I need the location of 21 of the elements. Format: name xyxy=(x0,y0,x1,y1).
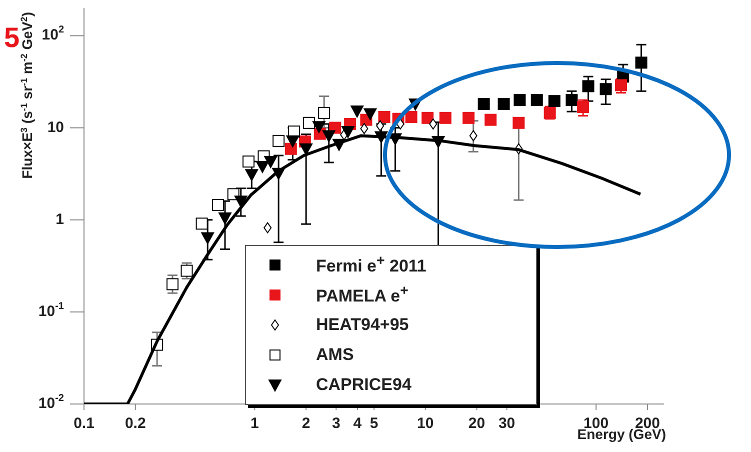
y-tick-label: 10$^{-1}$ xyxy=(38,301,64,320)
legend-label: AMS xyxy=(316,345,354,365)
x-tick-label: 4 xyxy=(353,414,362,432)
x-tick-label: 1 xyxy=(250,414,259,432)
y-tick-label: 10 xyxy=(47,118,64,136)
x-tick-label: 30 xyxy=(498,414,516,432)
y-tick-label: 10$^{-2}$ xyxy=(38,393,64,412)
x-tick-label: 5 xyxy=(370,414,378,432)
x-tick-label: 0.2 xyxy=(124,414,146,432)
legend-label: HEAT94+95 xyxy=(316,315,409,335)
x-tick-label: 0.1 xyxy=(74,414,94,432)
x-tick-label: 2 xyxy=(302,414,310,432)
legend-label: CAPRICE94 xyxy=(316,375,412,395)
x-tick-label: 20 xyxy=(468,414,486,432)
y-tick-label: 10$^{2}$ xyxy=(42,24,64,44)
legend-label: Fermi e$^{+}$ 2011 xyxy=(316,253,426,277)
x-tick-label: 3 xyxy=(332,414,340,432)
text: 5 xyxy=(4,22,20,54)
legend-label: PAMELA e$^{+}$ xyxy=(316,283,408,307)
y-tick-label: 1 xyxy=(56,210,64,228)
x-tick-label: 10 xyxy=(417,414,434,432)
